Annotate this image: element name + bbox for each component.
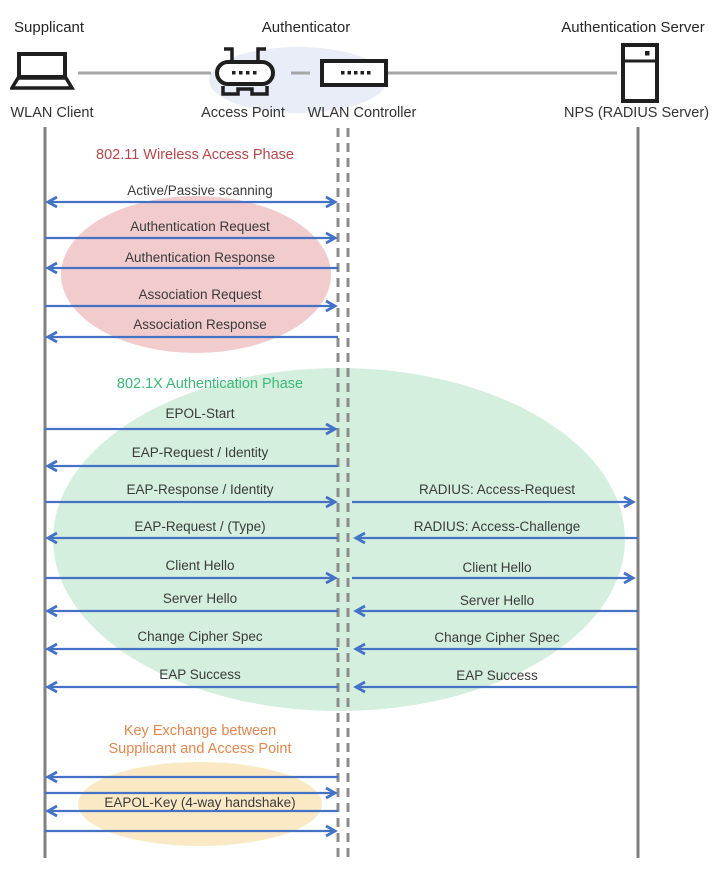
device-label-wlan-controller: WLAN Controller xyxy=(307,105,417,121)
msg-authentication-request: Authentication Request xyxy=(130,219,270,234)
role-label-authentication-server: Authentication Server xyxy=(561,19,705,36)
msg-client-hello-right: Client Hello xyxy=(462,560,532,575)
role-label-supplicant: Supplicant xyxy=(14,19,85,36)
controller-box-icon xyxy=(320,59,388,87)
msg-authentication-response: Authentication Response xyxy=(124,250,276,265)
msg-eap-response-identity: EAP-Response / Identity xyxy=(126,482,274,497)
msg-active-passive-scanning: Active/Passive scanning xyxy=(127,183,273,198)
phase3-title-line2: Supplicant and Access Point xyxy=(108,741,292,757)
msg-client-hello-left: Client Hello xyxy=(165,558,235,573)
msg-eap-request-type: EAP-Request / (Type) xyxy=(134,519,266,534)
msg-eap-request-identity: EAP-Request / Identity xyxy=(131,445,269,460)
laptop-icon xyxy=(10,52,76,90)
phase2-title: 802.1X Authentication Phase xyxy=(116,376,304,392)
msg-change-cipher-spec-right: Change Cipher Spec xyxy=(434,630,560,645)
msg-association-request: Association Request xyxy=(138,287,262,302)
device-label-nps: NPS (RADIUS Server) xyxy=(564,105,710,121)
msg-change-cipher-spec-left: Change Cipher Spec xyxy=(137,629,263,644)
phase3-title-line1: Key Exchange between xyxy=(123,723,277,739)
msg-server-hello-right: Server Hello xyxy=(459,593,535,608)
role-label-authenticator: Authenticator xyxy=(261,19,351,36)
msg-eap-success-left: EAP Success xyxy=(159,667,241,682)
msg-epol-start: EPOL-Start xyxy=(165,406,235,421)
msg-eap-success-right: EAP Success xyxy=(456,668,538,683)
phase1-title: 802.11 Wireless Access Phase xyxy=(96,147,294,163)
wireless-router-icon xyxy=(215,47,275,96)
msg-server-hello-left: Server Hello xyxy=(162,591,238,606)
msg-eapol-key-handshake: EAPOL-Key (4-way handshake) xyxy=(104,795,296,810)
device-label-access-point: Access Point xyxy=(201,105,285,121)
device-label-wlan-client: WLAN Client xyxy=(10,105,94,121)
phase1-wireless-access-ellipse xyxy=(61,196,331,353)
msg-association-response: Association Response xyxy=(133,317,267,332)
server-tower-icon xyxy=(621,43,659,103)
msg-radius-access-request: RADIUS: Access-Request xyxy=(418,482,576,497)
msg-radius-access-challenge: RADIUS: Access-Challenge xyxy=(413,519,581,534)
phase3-title: Key Exchange between Supplicant and Acce… xyxy=(55,722,345,758)
